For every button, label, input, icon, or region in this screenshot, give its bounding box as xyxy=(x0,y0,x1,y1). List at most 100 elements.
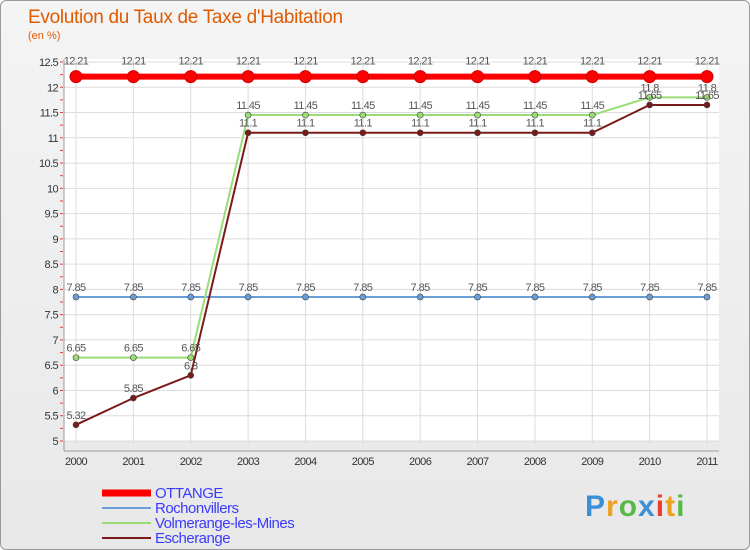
data-point xyxy=(72,421,80,429)
data-label: 11.1 xyxy=(354,118,373,130)
y-tick-label: 6 xyxy=(52,385,58,397)
y-tick-label: 5.5 xyxy=(45,411,59,423)
data-point xyxy=(359,111,367,119)
y-unit-label: (en %) xyxy=(28,30,61,42)
x-tick-label: 2001 xyxy=(122,456,145,468)
data-label: 11.1 xyxy=(411,118,430,130)
data-label: 12.21 xyxy=(351,56,376,68)
series-layer xyxy=(69,70,714,429)
data-point xyxy=(241,70,255,84)
data-label: 7.85 xyxy=(411,282,430,294)
x-tick-label: 2008 xyxy=(524,456,547,468)
data-label: 6.65 xyxy=(124,343,143,355)
data-label: 6.65 xyxy=(181,343,200,355)
data-label: 11.1 xyxy=(468,118,487,130)
y-tick-label: 5 xyxy=(52,436,58,448)
data-point xyxy=(703,101,711,109)
data-point xyxy=(359,293,367,301)
data-point xyxy=(474,129,481,137)
series-line-3 xyxy=(75,103,707,426)
data-label: 11.45 xyxy=(466,100,490,112)
data-label: 7.85 xyxy=(296,282,315,294)
data-label: 11.45 xyxy=(408,100,432,112)
data-point xyxy=(416,293,424,301)
data-point xyxy=(416,129,424,137)
y-tick-label: 12.5 xyxy=(39,57,58,69)
data-point xyxy=(244,111,252,119)
legend-label: Volmerange-les-Mines xyxy=(155,515,294,532)
y-tick-label: 9 xyxy=(52,234,58,246)
brand-letter: x xyxy=(638,490,656,523)
data-label: 12.21 xyxy=(64,56,89,68)
data-label: 7.85 xyxy=(525,282,544,294)
data-label: 12.21 xyxy=(178,56,203,68)
axes: 5 5.5 6 6.5 7 7.5 8 8.5 9 9.5 10 10.5 11 11.5 12 12.5 20… xyxy=(39,57,719,468)
data-point xyxy=(130,293,137,301)
data-label: 12.21 xyxy=(695,56,720,68)
data-point xyxy=(359,129,367,137)
legend-label: OTTANGE xyxy=(155,485,223,502)
data-point xyxy=(703,94,711,101)
plot-area xyxy=(64,59,719,441)
y-tick-label: 9.5 xyxy=(45,209,59,221)
data-label: 12.21 xyxy=(580,56,605,68)
x-tick-label: 2006 xyxy=(409,456,432,468)
data-label: 12.21 xyxy=(408,56,433,68)
data-label: 11.8 xyxy=(698,82,717,94)
brand-letter: r xyxy=(606,490,619,523)
data-label: 12.21 xyxy=(293,56,318,68)
data-label: 7.85 xyxy=(66,282,85,294)
data-label: 11.45 xyxy=(351,100,375,112)
data-point xyxy=(69,70,83,84)
data-label: 5.85 xyxy=(124,383,143,395)
data-label: 12.21 xyxy=(523,56,548,68)
x-tick-label: 2002 xyxy=(180,456,203,468)
data-label: 7.85 xyxy=(640,282,659,294)
data-label: 11.45 xyxy=(294,100,318,112)
x-tick-label: 2005 xyxy=(352,456,375,468)
data-point xyxy=(416,111,424,119)
data-label: 7.85 xyxy=(697,282,716,294)
brand-letter: i xyxy=(656,490,665,523)
data-point xyxy=(130,354,137,361)
legend-label: Escherange xyxy=(155,530,230,547)
data-label: 12.21 xyxy=(637,56,662,68)
y-tick-label: 12 xyxy=(47,82,59,94)
x-tick-label: 2000 xyxy=(65,456,88,468)
data-point xyxy=(187,372,195,379)
data-point xyxy=(646,101,653,109)
brand-letter: t xyxy=(665,490,676,523)
data-point xyxy=(126,70,140,84)
data-label: 11.1 xyxy=(583,118,602,130)
data-label: 7.85 xyxy=(353,282,372,294)
data-label: 11.8 xyxy=(641,82,660,94)
data-label: 11.45 xyxy=(580,100,604,112)
chart-title: Evolution du Taux de Taxe d'Habitation xyxy=(28,7,343,28)
data-point xyxy=(531,129,539,137)
data-point xyxy=(703,293,711,301)
data-point xyxy=(302,129,309,137)
series-line-2 xyxy=(76,96,707,359)
data-label: 11.1 xyxy=(526,118,545,130)
data-point xyxy=(531,293,539,301)
data-point xyxy=(302,111,309,119)
x-tick-label: 2007 xyxy=(467,456,490,468)
x-tick-label: 2003 xyxy=(237,456,260,468)
grid xyxy=(64,59,719,444)
data-point xyxy=(588,111,596,119)
data-label: 7.85 xyxy=(583,282,602,294)
legend: OTTANGERochonvillersVolmerange-les-Mines… xyxy=(102,485,295,547)
data-point xyxy=(184,70,198,84)
data-label: 11.65 xyxy=(695,90,719,102)
y-tick-label: 8 xyxy=(52,284,58,296)
proxiti-logo: Proxiti xyxy=(585,490,684,523)
data-point xyxy=(244,129,252,137)
y-tick-label: 11.5 xyxy=(40,108,59,120)
data-point xyxy=(588,129,596,137)
data-label: 11.65 xyxy=(638,90,662,102)
data-label: 12.21 xyxy=(465,56,490,68)
data-point xyxy=(187,354,195,361)
data-point xyxy=(244,293,252,301)
data-label: 11.45 xyxy=(523,100,547,112)
data-label: 7.85 xyxy=(124,282,143,294)
